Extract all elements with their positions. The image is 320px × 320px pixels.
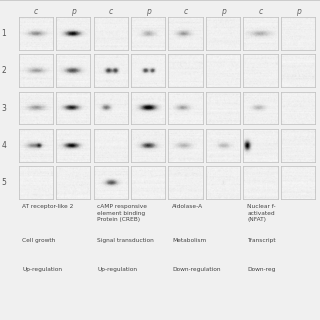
Text: 3: 3 — [2, 104, 6, 113]
Text: 5: 5 — [2, 178, 6, 187]
Text: Transcript: Transcript — [247, 238, 276, 243]
Text: 4: 4 — [2, 141, 6, 150]
Text: Nuclear f-
activated
(NFAT): Nuclear f- activated (NFAT) — [247, 204, 276, 222]
Text: p: p — [146, 7, 150, 16]
Text: cAMP responsive
element binding
Protein (CREB): cAMP responsive element binding Protein … — [97, 204, 147, 222]
Text: p: p — [71, 7, 76, 16]
Text: Cell growth: Cell growth — [22, 238, 56, 243]
Text: p: p — [220, 7, 226, 16]
Text: p: p — [296, 7, 300, 16]
Text: Metabolism: Metabolism — [172, 238, 206, 243]
Text: Up-regulation: Up-regulation — [97, 267, 137, 272]
Text: Aldolase-A: Aldolase-A — [172, 204, 203, 210]
Text: Down-reg: Down-reg — [247, 267, 276, 272]
Text: AT receptor-like 2: AT receptor-like 2 — [22, 204, 74, 210]
Text: Signal transduction: Signal transduction — [97, 238, 154, 243]
Text: c: c — [108, 7, 113, 16]
Text: c: c — [34, 7, 38, 16]
Text: c: c — [183, 7, 188, 16]
Text: c: c — [258, 7, 263, 16]
Text: 2: 2 — [2, 66, 6, 75]
Text: Down-regulation: Down-regulation — [172, 267, 221, 272]
Text: 1: 1 — [2, 29, 6, 38]
Text: Up-regulation: Up-regulation — [22, 267, 62, 272]
